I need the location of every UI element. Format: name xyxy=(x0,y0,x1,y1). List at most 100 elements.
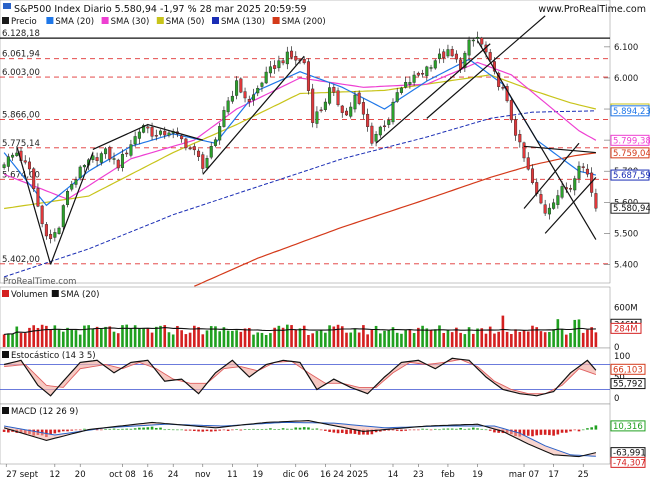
volume-bar xyxy=(417,327,420,347)
macd-histogram-bar xyxy=(590,427,593,430)
candle-body xyxy=(290,50,294,58)
candle-body xyxy=(433,60,437,69)
macd-histogram-bar xyxy=(231,429,234,431)
macd-histogram-bar xyxy=(66,429,69,432)
macd-histogram-bar xyxy=(459,427,462,430)
volume-bar xyxy=(315,331,319,347)
candle-body xyxy=(408,82,412,85)
level-label: 5.402,00 xyxy=(2,255,40,265)
sma-130-line xyxy=(3,110,596,278)
macd-histogram-bar xyxy=(286,428,289,430)
candle-body xyxy=(552,202,556,209)
volume-bar xyxy=(518,331,522,347)
trendline xyxy=(477,40,597,240)
macd-histogram-bar xyxy=(184,429,188,431)
x-axis-label: 17 xyxy=(548,470,559,480)
x-axis-label: 16 xyxy=(320,470,331,480)
candle-body xyxy=(319,109,323,112)
candle-body xyxy=(23,160,27,163)
candle-body xyxy=(547,207,551,215)
candle-body xyxy=(395,92,399,102)
macd-histogram-bar xyxy=(522,429,526,436)
volume-bar xyxy=(104,326,107,347)
macd-histogram-bar xyxy=(391,429,395,431)
candle-body xyxy=(416,72,420,76)
candle-body xyxy=(243,91,247,99)
volume-bar xyxy=(400,333,403,347)
volume-bar xyxy=(484,333,488,347)
volume-bar xyxy=(594,332,598,347)
candle-body xyxy=(112,158,116,160)
candle-body xyxy=(209,146,213,158)
volume-bar xyxy=(205,330,209,347)
price-legend-label: SMA (50) xyxy=(166,17,205,27)
stochastic-legend-label: Estocástico (14 3 5) xyxy=(11,351,96,361)
volume-bar xyxy=(129,328,133,347)
macd-histogram-bar xyxy=(345,429,348,435)
macd-histogram-bar xyxy=(412,429,416,431)
candle-body xyxy=(61,205,65,228)
volume-bar xyxy=(83,325,86,347)
volume-bar xyxy=(349,332,353,347)
price-value-box xyxy=(610,105,650,117)
candle-body xyxy=(569,188,573,190)
macd-histogram-bar xyxy=(366,429,369,435)
candle-body xyxy=(36,188,40,207)
price-legend-label: SMA (200) xyxy=(282,17,326,27)
volume-bar xyxy=(23,333,27,347)
candle-body xyxy=(530,168,534,183)
volume-bar xyxy=(340,326,344,347)
macd-value-label: -63,991 xyxy=(613,449,646,459)
site-label[interactable]: www.ProRealTime.com xyxy=(538,4,646,15)
volume-bar xyxy=(307,334,310,347)
macd-histogram-bar xyxy=(539,429,543,435)
candle-body xyxy=(260,82,264,87)
price-axis-label: 6.000 xyxy=(614,74,638,84)
macd-histogram-bar xyxy=(311,428,314,430)
volume-bar xyxy=(243,328,247,347)
macd-value-label: -74,307 xyxy=(613,458,646,468)
volume-bar xyxy=(2,334,6,347)
volume-bar xyxy=(366,334,369,347)
macd-histogram-bar xyxy=(247,429,251,430)
candle-body xyxy=(197,150,201,157)
macd-histogram-bar xyxy=(180,429,183,431)
volume-bar xyxy=(273,327,276,347)
x-axis-label: 11 xyxy=(227,470,238,480)
volume-bar xyxy=(112,331,116,347)
macd-histogram-bar xyxy=(307,427,310,430)
macd-histogram-bar xyxy=(328,429,331,432)
x-axis-label: 25 xyxy=(578,470,589,480)
macd-histogram-bar xyxy=(370,429,374,435)
volume-bar xyxy=(121,325,124,347)
candle-body xyxy=(294,56,298,61)
macd-histogram-bar xyxy=(294,427,298,430)
macd-histogram-bar xyxy=(197,429,200,432)
macd-histogram-bar xyxy=(417,429,420,431)
candle-body xyxy=(311,88,315,123)
x-axis-label: 16 xyxy=(142,470,153,480)
macd-histogram-bar xyxy=(493,429,496,433)
stochastic-legend-swatch xyxy=(2,351,9,358)
candle-body xyxy=(285,51,289,65)
volume-bar xyxy=(577,319,581,347)
candle-body xyxy=(539,194,543,204)
volume-bar xyxy=(429,329,433,347)
macd-histogram-bar xyxy=(138,427,141,430)
volume-bar xyxy=(522,330,526,347)
price-value-box xyxy=(610,169,650,181)
macd-histogram-bar xyxy=(129,428,133,430)
macd-histogram-bar xyxy=(201,429,205,432)
macd-histogram-bar xyxy=(95,429,99,431)
macd-histogram-bar xyxy=(146,427,150,430)
candle-body xyxy=(116,159,120,169)
volume-bar xyxy=(548,331,551,347)
volume-bar xyxy=(404,330,407,347)
volume-bar xyxy=(290,325,293,347)
volume-bar xyxy=(201,334,205,347)
macd-histogram-bar xyxy=(560,429,564,433)
stochastic-axis-label: 100 xyxy=(614,352,630,362)
candle-body xyxy=(302,59,306,64)
macd-histogram-bar xyxy=(235,429,238,430)
macd-histogram-bar xyxy=(163,429,167,431)
